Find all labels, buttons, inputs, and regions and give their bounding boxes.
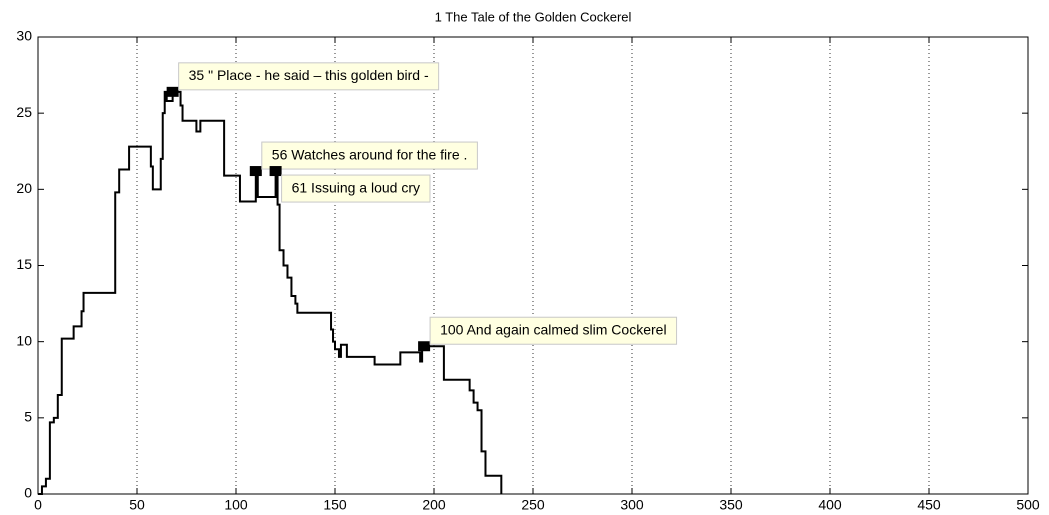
annotation-box <box>429 316 678 345</box>
annotation-marker <box>166 86 179 97</box>
annotation-box <box>281 174 431 203</box>
plot-frame <box>37 36 1029 495</box>
annotation-marker <box>418 341 431 352</box>
annotation-text: 61 Issuing a loud cry <box>292 179 420 195</box>
annotation: 100 And again calmed slim Cockerel <box>429 316 678 345</box>
x-tick-label: 50 <box>129 497 145 513</box>
y-tick-label: 20 <box>16 180 32 196</box>
chart-title: 1 The Tale of the Golden Cockerel <box>435 9 632 24</box>
y-tick-label: 30 <box>16 28 32 44</box>
annotation-marker <box>249 166 262 177</box>
annotation-marker <box>269 166 282 177</box>
annotation-box <box>261 141 478 170</box>
annotation: 56 Watches around for the fire . <box>261 141 478 170</box>
x-tick-label: 150 <box>323 497 347 513</box>
y-tick-label: 25 <box>16 104 32 120</box>
x-tick-label: 300 <box>620 497 644 513</box>
annotation: 35 " Place - he said – this golden bird … <box>178 62 440 91</box>
data-line <box>38 90 503 495</box>
annotation-text: 56 Watches around for the fire . <box>272 146 468 162</box>
x-tick-label: 500 <box>1016 497 1040 513</box>
x-tick-label: 200 <box>422 497 446 513</box>
y-tick-label: 15 <box>16 256 32 272</box>
annotation-text: 35 " Place - he said – this golden bird … <box>189 67 429 83</box>
annotation: 61 Issuing a loud cry <box>281 174 431 203</box>
y-tick-label: 0 <box>24 485 32 501</box>
x-tick-label: 0 <box>34 497 42 513</box>
annotation-box <box>178 62 440 91</box>
y-tick-label: 5 <box>24 409 32 425</box>
x-tick-label: 100 <box>224 497 248 513</box>
x-tick-label: 450 <box>917 497 941 513</box>
x-tick-label: 350 <box>719 497 743 513</box>
y-tick-label: 10 <box>16 332 32 348</box>
x-tick-label: 400 <box>818 497 842 513</box>
x-tick-label: 250 <box>521 497 545 513</box>
annotation-text: 100 And again calmed slim Cockerel <box>440 321 666 337</box>
